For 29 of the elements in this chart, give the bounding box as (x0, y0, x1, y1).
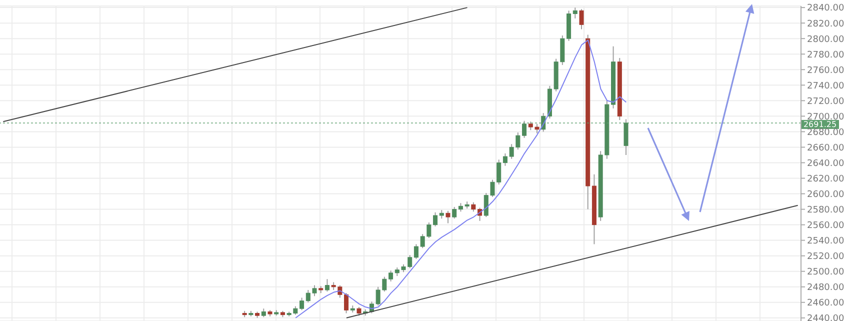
y-tick-label: 2740.00 (807, 81, 844, 92)
ref-line-label: 2691.25 (803, 120, 837, 129)
y-tick-label: 2780.00 (807, 50, 844, 60)
y-tick-label: 2720.00 (807, 96, 844, 107)
candlestick (446, 210, 450, 224)
y-tick-label: 2480.00 (807, 283, 844, 294)
y-tick-label: 2560.00 (807, 220, 844, 231)
y-tick-label: 2700.00 (807, 112, 844, 122)
y-tick-label: 2760.00 (807, 66, 844, 76)
y-tick-label: 2580.00 (807, 205, 844, 216)
y-tick-label: 2600.00 (807, 190, 844, 200)
y-tick-label: 2680.00 (807, 128, 844, 138)
y-tick-label: 2500.00 (807, 268, 844, 278)
y-tick-label: 2820.00 (807, 19, 844, 30)
candlestick (579, 8, 584, 30)
candlestick (624, 118, 628, 156)
candlestick (572, 7, 578, 19)
y-tick-label: 2660.00 (807, 143, 844, 154)
y-tick-label: 2540.00 (807, 236, 844, 247)
y-tick-label: 2440.00 (807, 314, 844, 321)
y-tick-label: 2800.00 (807, 34, 844, 45)
y-tick-label: 2640.00 (807, 158, 844, 169)
y-tick-label: 2520.00 (807, 252, 844, 262)
candlestick (452, 206, 457, 220)
y-tick-label: 2620.00 (807, 174, 844, 184)
y-tick-label: 2840.00 (807, 4, 844, 14)
y-tick-label: 2460.00 (807, 298, 844, 309)
candlestick (324, 278, 330, 292)
line-series (295, 40, 627, 318)
